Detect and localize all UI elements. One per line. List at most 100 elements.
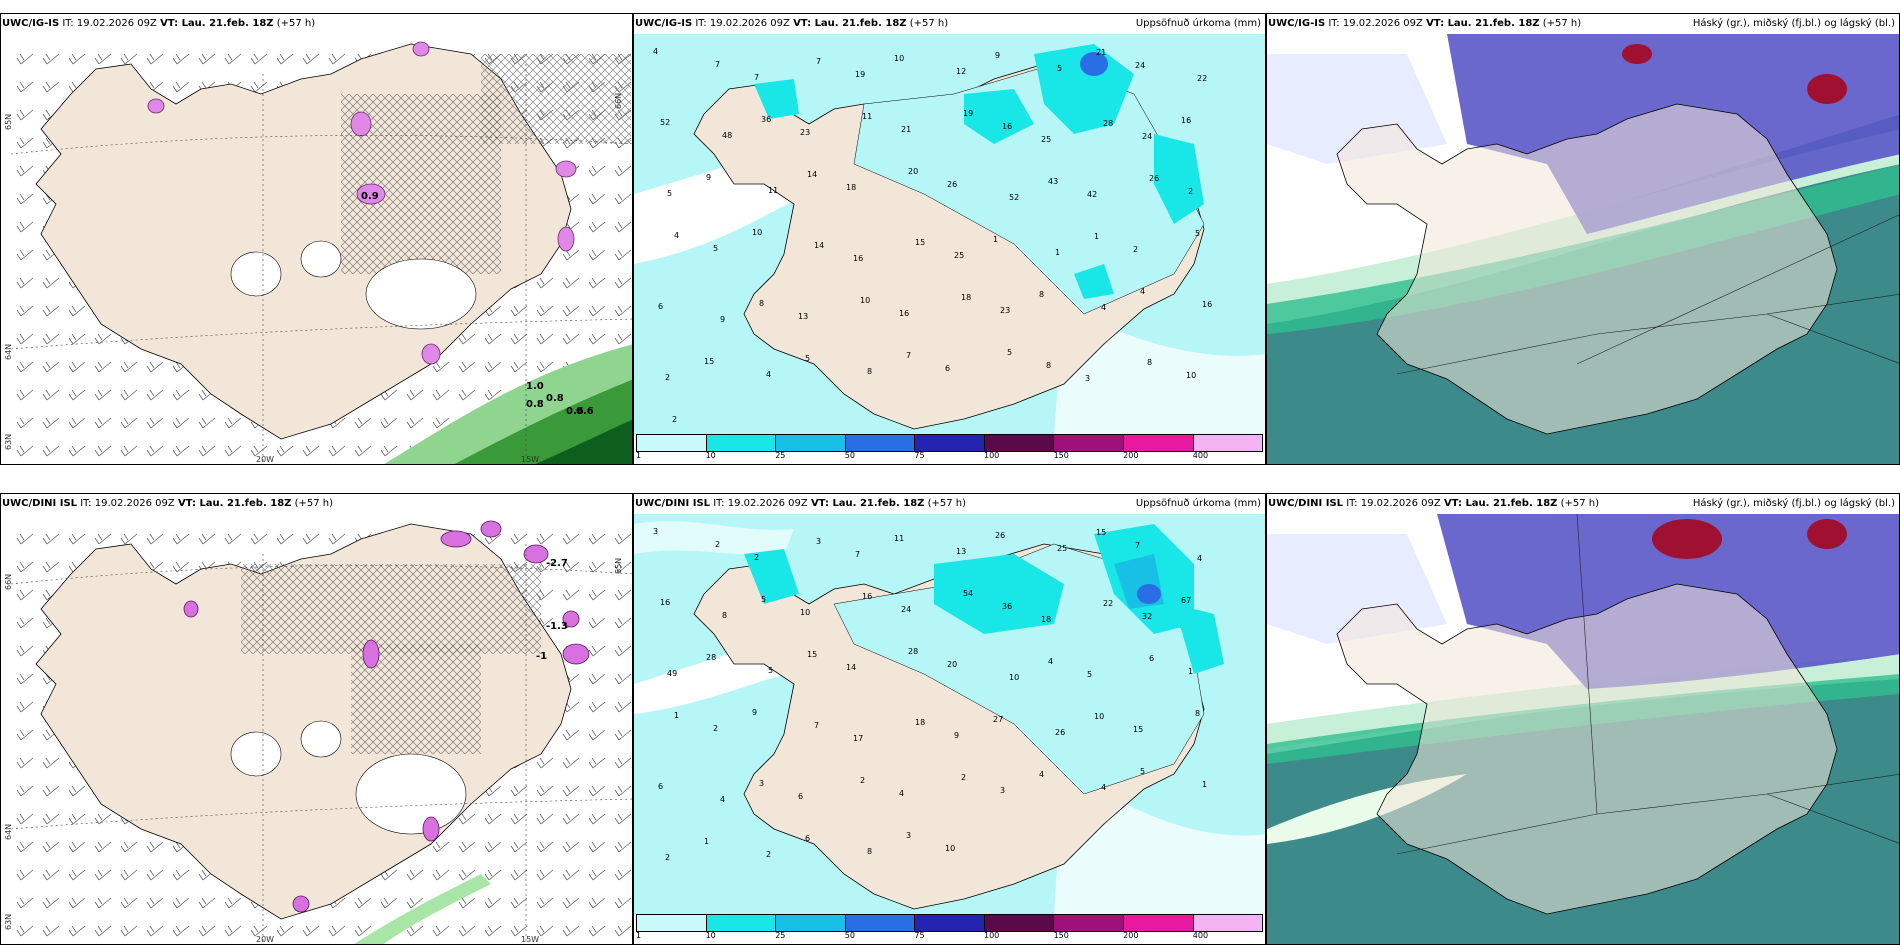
wind-barb <box>16 785 34 797</box>
glacier <box>365 258 477 330</box>
high-cloud-spot <box>1807 519 1847 549</box>
wind-barb <box>16 221 34 233</box>
wind-barb <box>380 417 398 429</box>
precip-station-value: 25 <box>1041 135 1051 144</box>
wind-barb <box>588 333 606 345</box>
wind-barb <box>16 729 34 741</box>
wind-barb <box>328 925 346 937</box>
precip-map: 3223711132625157416851016245436182232674… <box>634 514 1265 914</box>
wind-barb <box>588 305 606 317</box>
precip-station-value: 7 <box>1135 541 1140 550</box>
precip-station-value: 8 <box>867 367 872 376</box>
wind-barb <box>432 841 450 853</box>
wind-barb <box>588 589 606 601</box>
wind-barb <box>484 361 502 373</box>
wind-barb <box>302 925 320 937</box>
precip-station-value: 7 <box>816 57 821 66</box>
hatch-area <box>241 564 541 654</box>
wind-barb <box>224 897 242 909</box>
wind-barb <box>354 925 372 937</box>
wind-barb <box>406 925 424 937</box>
wind-barb <box>42 869 60 881</box>
precip-station-value: 67 <box>1181 596 1191 605</box>
grid-lines <box>10 544 632 944</box>
wind-barb <box>614 221 632 233</box>
panel-title: UWC/DINI ISL IT: 19.02.2026 09Z VT: Lau.… <box>1268 498 1600 509</box>
panel-ig-is-precip: UWC/IG-IS IT: 19.02.2026 09Z VT: Lau. 21… <box>633 13 1266 465</box>
precip-station-value: 3 <box>759 779 764 788</box>
colorbar-labels: 1 10 25 50 75 100 150 200 400 <box>636 451 1209 460</box>
panel-subtitle: Háský (gr.), miðský (fj.bl.) og lágský (… <box>1692 498 1895 509</box>
precip-station-value: 3 <box>1085 374 1090 383</box>
precip-station-value: 2 <box>665 373 670 382</box>
precip-station-value: 6 <box>798 792 803 801</box>
wind-barb <box>42 417 60 429</box>
wind-barb <box>614 673 632 685</box>
wind-barb <box>562 785 580 797</box>
wind-barb <box>16 869 34 881</box>
precip-station-value: 4 <box>1140 287 1145 296</box>
precip-station-value: 16 <box>853 254 863 263</box>
wind-barb <box>224 533 242 545</box>
wind-barb <box>68 389 86 401</box>
wind-barb <box>484 897 502 909</box>
svg-text:65N: 65N <box>614 558 623 574</box>
wind-barb <box>536 305 554 317</box>
wind-barb <box>432 417 450 429</box>
svg-text:0.6: 0.6 <box>566 406 584 417</box>
wind-barb <box>380 897 398 909</box>
green-area-darker <box>535 419 632 464</box>
precip-station-value: 48 <box>722 131 732 140</box>
wind-barb <box>172 561 190 573</box>
precip-station-value: 20 <box>908 167 918 176</box>
precip-station-value: 36 <box>761 115 771 124</box>
wind-barb <box>614 333 632 345</box>
high-cloud-spot <box>1622 44 1652 64</box>
wind-barb <box>562 925 580 937</box>
wind-barb <box>588 869 606 881</box>
wind-barb <box>16 277 34 289</box>
wind-barb <box>94 389 112 401</box>
wind-barb <box>172 533 190 545</box>
wind-barb <box>432 925 450 937</box>
precip-station-value: 15 <box>1133 725 1143 734</box>
wind-barb <box>94 897 112 909</box>
precip-station-value: 5 <box>768 666 773 675</box>
precip-station-value: 9 <box>954 731 959 740</box>
wind-barb <box>536 785 554 797</box>
wind-barb <box>588 813 606 825</box>
wind-barb <box>302 445 320 457</box>
wind-barb <box>68 897 86 909</box>
wind-barb <box>510 925 528 937</box>
wind-barb <box>510 533 528 545</box>
wind-barb <box>458 813 476 825</box>
wind-barb <box>120 389 138 401</box>
wind-barb <box>328 53 346 65</box>
wind-barb <box>42 785 60 797</box>
precip-station-value: 1 <box>674 711 679 720</box>
wind-barb <box>172 53 190 65</box>
precip-station-value: 16 <box>899 309 909 318</box>
wind-barb <box>432 361 450 373</box>
high-cloud-spot <box>1652 519 1722 559</box>
precip-station-value: 5 <box>713 244 718 253</box>
wind-barb <box>302 533 320 545</box>
wind-barb <box>250 533 268 545</box>
wind-barb <box>172 897 190 909</box>
wind-barb <box>224 445 242 457</box>
wind-barb <box>588 645 606 657</box>
precip-station-value: 36 <box>1002 602 1012 611</box>
wind-barb <box>120 925 138 937</box>
svg-text:64N: 64N <box>4 344 13 360</box>
wind-barb <box>458 869 476 881</box>
wind-barb <box>16 645 34 657</box>
wind-barb <box>562 897 580 909</box>
precip-station-value: 3 <box>653 527 658 536</box>
wind-barb <box>458 361 476 373</box>
precip-colorbar: 1 10 25 50 75 100 150 200 400 <box>634 434 1265 462</box>
panel-ig-is-cloud: UWC/IG-IS IT: 19.02.2026 09Z VT: Lau. 21… <box>1266 13 1900 465</box>
precip-station-value: 21 <box>1096 48 1106 57</box>
panel-title: UWC/IG-IS IT: 19.02.2026 09Z VT: Lau. 21… <box>635 18 949 29</box>
svg-text:0.8: 0.8 <box>546 393 564 404</box>
iceland-land <box>1336 103 1838 435</box>
